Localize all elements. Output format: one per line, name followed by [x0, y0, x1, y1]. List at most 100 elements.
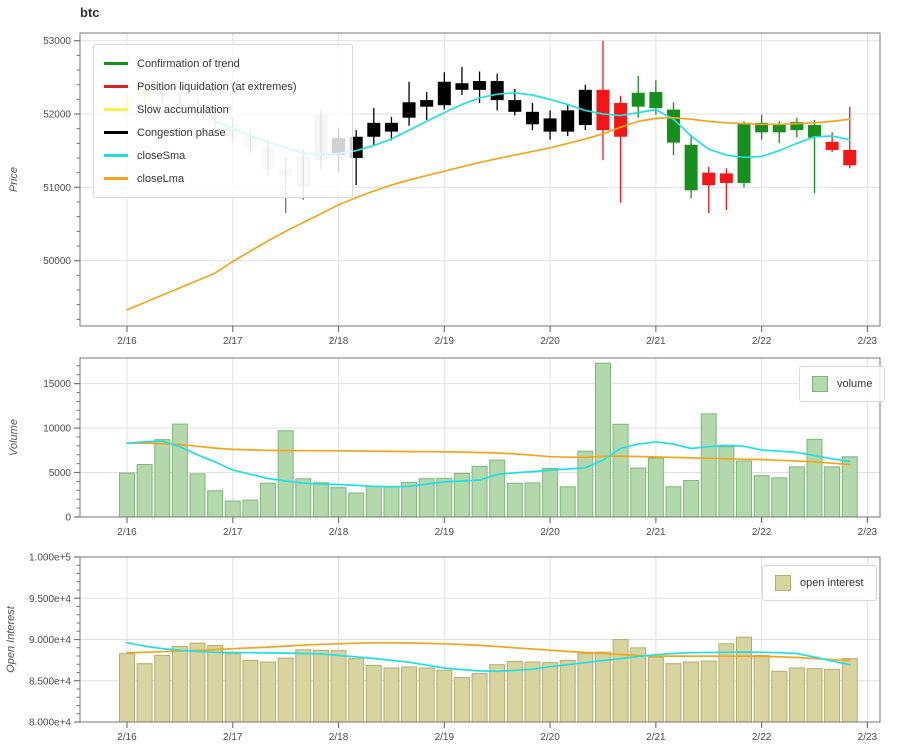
x-tick-label: 2/16	[117, 527, 137, 538]
oi-bar	[542, 662, 559, 723]
volume-bar	[665, 486, 682, 518]
candle-body	[808, 125, 822, 138]
candle-body	[596, 89, 610, 131]
x-tick-label: 2/17	[223, 732, 243, 743]
volume-bar	[700, 413, 717, 518]
volume-bar	[119, 472, 135, 518]
volume-bar	[348, 492, 365, 518]
x-tick-label: 2/16	[117, 732, 137, 743]
chart-title: btc	[80, 5, 100, 20]
volume-bar	[383, 486, 400, 518]
oi-bar	[330, 650, 347, 723]
legend-line-swatch-icon	[104, 154, 128, 157]
volume-bar	[506, 482, 523, 518]
candle-body	[384, 122, 398, 132]
legend-item: Slow accumulation	[104, 98, 342, 121]
x-tick-label: 2/16	[117, 336, 137, 347]
oi-bar	[295, 649, 312, 723]
y-tick-label: 8.000e+4	[29, 718, 71, 729]
volume-bar	[295, 478, 312, 518]
candle-body	[666, 109, 680, 143]
y-tick-label: 51000	[43, 183, 71, 194]
volume-bar	[824, 466, 841, 518]
volume-bar	[260, 482, 277, 518]
volume-bar	[312, 482, 329, 518]
price-frame	[79, 32, 881, 327]
volume-bar	[136, 464, 153, 518]
x-tick-label: 2/21	[646, 527, 666, 538]
candle-body	[525, 111, 539, 125]
x-tick-label: 2/23	[858, 732, 878, 743]
volume-bar	[788, 466, 805, 518]
oi-bar	[612, 639, 629, 723]
oi-bar	[771, 670, 788, 723]
y-tick-label: 1.000e+5	[29, 553, 71, 564]
x-tick-label: 2/17	[223, 527, 243, 538]
legend-line-swatch-icon	[104, 85, 128, 88]
y-tick-label: 9.000e+4	[29, 635, 71, 646]
volume-bar	[436, 477, 453, 518]
oi-bar	[224, 653, 241, 723]
oi-bar	[665, 663, 682, 723]
oi-bar	[824, 668, 841, 723]
oi-bar	[471, 673, 488, 723]
oi-bar	[806, 668, 823, 723]
y-tick-label: 9.500e+4	[29, 594, 71, 605]
oi-bar	[119, 653, 135, 723]
candle-body	[649, 92, 663, 109]
oi-bar	[453, 677, 470, 723]
x-tick-label: 2/23	[858, 527, 878, 538]
oi-bar	[594, 651, 611, 723]
candle-body	[631, 92, 645, 107]
open-interest-legend-swatch-icon	[775, 575, 791, 591]
volume-bar	[524, 482, 541, 518]
volume-bar	[542, 467, 559, 518]
volume-bar	[401, 481, 418, 518]
oi-lma-line	[126, 641, 851, 662]
oi-bar	[365, 664, 382, 723]
candle-body	[437, 81, 451, 106]
x-tick-label: 2/22	[752, 732, 772, 743]
oi-bar	[418, 667, 435, 723]
legend-item: closeLma	[104, 167, 342, 190]
x-tick-label: 2/19	[435, 336, 455, 347]
y-tick-label: 10000	[43, 424, 71, 435]
volume-bar	[841, 456, 858, 518]
volume-bar	[224, 500, 241, 518]
oi-bar	[312, 649, 329, 723]
x-tick-label: 2/20	[540, 732, 560, 743]
price-axis-label: Price	[8, 167, 20, 192]
y-tick-label: 5000	[49, 468, 72, 479]
volume-bar	[753, 475, 770, 518]
oi-bar	[277, 657, 294, 723]
candle-body	[578, 89, 592, 126]
volume-bar	[154, 439, 171, 518]
volume-bar	[171, 423, 188, 518]
candle-body	[473, 81, 487, 90]
candle-body	[755, 122, 769, 133]
volume-bar	[489, 459, 506, 518]
oi-bar	[154, 654, 171, 723]
oi-bar	[735, 636, 752, 723]
legend-item-label: closeSma	[137, 149, 186, 162]
candle-body	[490, 81, 504, 101]
y-tick-label: 53000	[43, 36, 71, 47]
volume-bar	[577, 450, 594, 518]
volume-bar	[771, 477, 788, 518]
volume-bar	[612, 423, 629, 518]
x-tick-label: 2/17	[223, 336, 243, 347]
x-tick-label: 2/19	[435, 527, 455, 538]
volume-bar	[630, 467, 647, 518]
candle-body	[402, 102, 416, 118]
volume-bar	[277, 430, 294, 518]
y-tick-label: 8.500e+4	[29, 676, 71, 687]
candle-body	[737, 122, 751, 183]
candle-body	[772, 125, 786, 133]
candle-body	[702, 172, 716, 186]
legend-item: closeSma	[104, 144, 342, 167]
legend-line-swatch-icon	[104, 131, 128, 134]
y-tick-label: 52000	[43, 110, 71, 121]
volume-bar	[647, 457, 664, 518]
candle-body	[508, 100, 522, 112]
oi-bar	[383, 667, 400, 723]
